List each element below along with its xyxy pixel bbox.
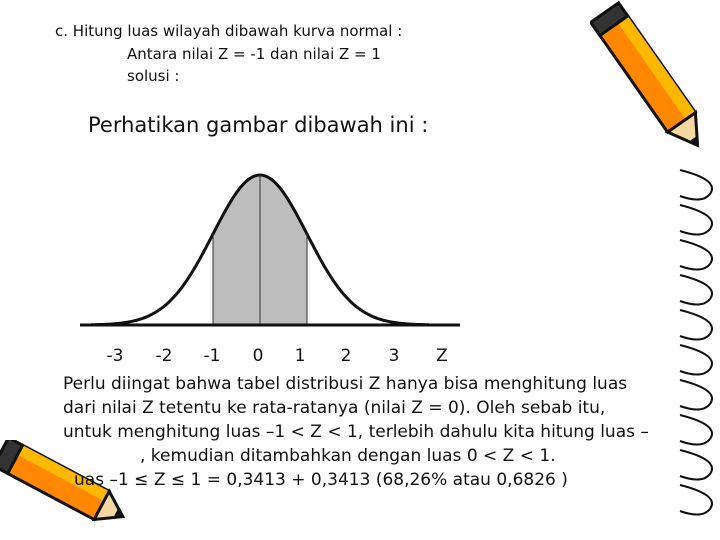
z-tick-label: 2: [340, 346, 352, 366]
z-tick-label: -2: [155, 346, 173, 366]
z-tick-label: -3: [106, 346, 124, 366]
explanation-line-4: , kemudian ditambahkan dengan luas 0 < Z…: [140, 446, 556, 466]
spiral-binding: [679, 169, 713, 516]
z-axis-label: Z: [436, 346, 448, 366]
z-tick-label: 1: [294, 346, 306, 366]
pencil-illustration-bottom: [0, 440, 125, 522]
explanation-line-1: Perlu diingat bahwa tabel distribusi Z h…: [63, 374, 628, 394]
problem-line-2: Antara nilai Z = -1 dan nilai Z = 1: [127, 45, 381, 63]
z-tick-label: 3: [388, 346, 400, 366]
pencil-illustration: [590, 0, 700, 148]
z-tick-label: -1: [203, 346, 221, 366]
problem-line-1: c. Hitung luas wilayah dibawah kurva nor…: [55, 22, 403, 40]
normal-curve-diagram: [80, 173, 460, 327]
solution-label: solusi :: [127, 67, 180, 85]
explanation-line-2: dari nilai Z tetentu ke rata-ratanya (ni…: [63, 398, 606, 418]
result-line: uas –1 ≤ Z ≤ 1 = 0,3413 + 0,3413 (68,26%…: [74, 470, 568, 490]
instruction-text: Perhatikan gambar dibawah ini :: [88, 113, 429, 137]
explanation-line-3: untuk menghitung luas –1 < Z < 1, terleb…: [63, 422, 649, 442]
z-tick-label: 0: [252, 346, 264, 366]
